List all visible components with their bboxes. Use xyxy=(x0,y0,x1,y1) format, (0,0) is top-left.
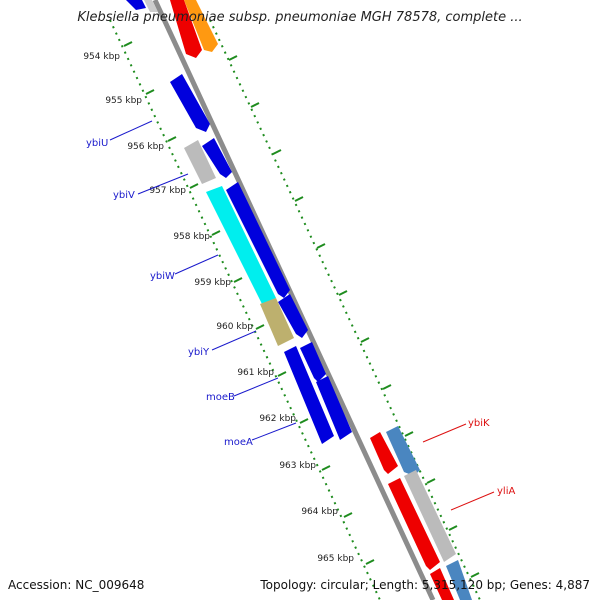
gene-feature-956-blue[interactable] xyxy=(202,138,232,178)
gene-label-ybiV[interactable]: ybiV xyxy=(113,190,135,201)
tick-label-957: 957 kbp xyxy=(149,186,186,196)
gene-feature-top-red[interactable] xyxy=(170,0,202,58)
gene-feature-ybiW[interactable] xyxy=(206,186,276,304)
gene-label-ybiK[interactable]: ybiK xyxy=(468,418,490,429)
tick-label-964: 964 kbp xyxy=(301,507,338,517)
gene-feature-960-blue[interactable] xyxy=(278,294,308,338)
genome-backbone xyxy=(152,0,436,600)
tick-labels: 954 kbp 955 kbp 956 kbp 957 kbp 958 kbp … xyxy=(83,52,354,564)
gene-feature-ybiY[interactable] xyxy=(260,298,294,346)
tick-label-954: 954 kbp xyxy=(83,52,120,62)
tick-label-965: 965 kbp xyxy=(317,554,354,564)
gene-feature-yliA[interactable] xyxy=(404,470,456,562)
gene-feature-958-blue[interactable] xyxy=(226,182,290,298)
accession-label: Accession: xyxy=(8,578,72,592)
tick-label-956: 956 kbp xyxy=(127,142,164,152)
gene-feature-ybiK[interactable] xyxy=(386,426,420,476)
forward-strand-genes xyxy=(126,0,352,444)
tick-label-958: 958 kbp xyxy=(173,232,210,242)
leader-moeA xyxy=(251,422,297,441)
gene-feature-ybiV[interactable] xyxy=(184,140,216,184)
leader-ybiY xyxy=(211,330,257,351)
gene-label-ybiU[interactable]: ybiU xyxy=(86,138,108,149)
outer-dotted-guide-right xyxy=(209,19,481,600)
gene-feature-bottom-steel[interactable] xyxy=(446,560,472,600)
gene-feature-moeB[interactable] xyxy=(300,342,326,382)
gene-feature-red-long[interactable] xyxy=(388,478,440,570)
accession-value: NC_009648 xyxy=(75,578,145,592)
genome-title: Klebsiella pneumoniae subsp. pneumoniae … xyxy=(77,10,523,25)
leader-ybiU xyxy=(109,120,153,141)
gene-feature-moeA[interactable] xyxy=(316,376,352,440)
gene-feature-top-grey[interactable] xyxy=(144,0,158,12)
leader-ybiW xyxy=(174,254,219,275)
tick-label-962: 962 kbp xyxy=(259,414,296,424)
leader-ybiK xyxy=(422,423,467,443)
leader-yliA xyxy=(450,491,495,511)
gene-label-ybiW[interactable]: ybiW xyxy=(150,271,175,282)
gene-label-ybiY[interactable]: ybiY xyxy=(188,347,210,358)
tick-marks-inner xyxy=(123,41,375,565)
reverse-gene-labels: ybiK yliA xyxy=(422,418,515,511)
gene-feature-top-blue[interactable] xyxy=(126,0,146,10)
leader-moeB xyxy=(233,377,279,397)
gene-feature-955-blue[interactable] xyxy=(170,74,210,132)
gene-feature-top-orange[interactable] xyxy=(184,0,218,52)
gene-feature-moeB-b[interactable] xyxy=(284,346,334,444)
gene-label-yliA[interactable]: yliA xyxy=(497,486,515,497)
reverse-strand-genes xyxy=(170,0,472,600)
tick-label-955: 955 kbp xyxy=(105,96,142,106)
topology-info: Topology: circular; Length: 5,315,120 bp… xyxy=(260,578,590,592)
inner-dotted-guide-left xyxy=(109,19,381,600)
gene-label-moeB[interactable]: moeB xyxy=(206,392,235,403)
tick-label-961: 961 kbp xyxy=(237,368,274,378)
gene-label-moeA[interactable]: moeA xyxy=(224,437,253,448)
tick-label-960: 960 kbp xyxy=(216,322,253,332)
accession-info: Accession: NC_009648 xyxy=(8,578,144,592)
tick-label-963: 963 kbp xyxy=(279,461,316,471)
gene-feature-bottom-red[interactable] xyxy=(430,568,454,600)
leader-ybiV xyxy=(137,173,189,195)
tick-label-959: 959 kbp xyxy=(194,278,231,288)
gene-feature-red-964[interactable] xyxy=(370,432,398,474)
forward-gene-labels: ybiU ybiV ybiW ybiY moeB moeA xyxy=(86,120,297,448)
tick-marks-outer xyxy=(228,55,480,578)
